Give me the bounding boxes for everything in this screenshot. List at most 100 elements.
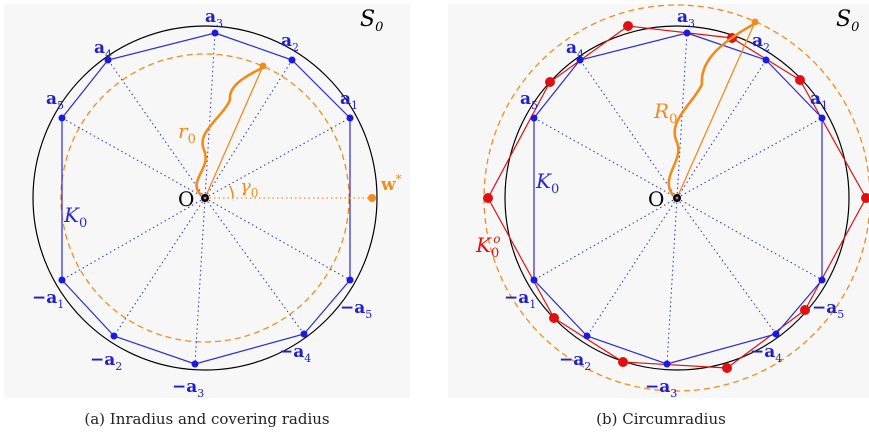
- vertex-dot: [818, 276, 826, 284]
- w-star-point: [368, 194, 376, 202]
- vertex-label: −a3: [645, 377, 677, 400]
- caption-panel-b: (b) Circumradius: [596, 410, 726, 428]
- vertex-dot: [663, 360, 671, 368]
- ray-line: [676, 197, 777, 335]
- circumscribed-circle-b: [483, 4, 869, 392]
- ray-line: [204, 117, 351, 199]
- vertex-dot: [288, 56, 296, 64]
- vertex-label: a4: [566, 38, 584, 61]
- vertex-dot: [772, 330, 780, 338]
- vertex-dot: [762, 56, 770, 64]
- ray-line: [194, 197, 206, 365]
- polar-vertex-dots: [483, 21, 869, 373]
- vertex-label: a1: [340, 89, 358, 112]
- vertex-dot: [104, 56, 112, 64]
- vertex-label: −a5: [812, 298, 844, 321]
- vertex-dot: [58, 276, 66, 284]
- polar-vertex-dot: [800, 305, 810, 315]
- polar-vertex-dot: [623, 21, 633, 31]
- vertex-label: −a4: [279, 342, 311, 365]
- ray-line: [533, 117, 678, 199]
- gamma-angle-arc: [229, 185, 234, 199]
- origin-label-a: O: [178, 187, 194, 211]
- circumradius-label-r0: R0: [653, 99, 677, 127]
- vertex-label: −a2: [90, 350, 122, 373]
- vertex-label: a5: [520, 89, 538, 112]
- vertex-dot: [191, 360, 199, 368]
- ray-line: [107, 59, 206, 199]
- vertex-label: −a3: [172, 377, 204, 400]
- vertex-label: a3: [677, 7, 695, 30]
- ray-line: [204, 59, 293, 199]
- vertex-label: −a1: [32, 288, 64, 311]
- vertex-dot: [530, 114, 538, 122]
- vertex-label: a2: [752, 31, 770, 54]
- vertex-label: a1: [810, 89, 828, 112]
- caption-panel-a: (a) Inradius and covering radius: [84, 410, 330, 428]
- vertex-label: a2: [281, 31, 299, 54]
- vertex-label: a4: [94, 38, 112, 61]
- ray-line: [676, 117, 823, 199]
- body-label-k0-a: K0: [63, 203, 87, 231]
- ray-line: [586, 197, 678, 337]
- set-label-s0-b: S0: [836, 7, 859, 35]
- vertex-dots-b: [530, 29, 826, 368]
- ray-line: [533, 197, 678, 281]
- ray-line: [676, 197, 823, 281]
- polar-vertex-dot: [795, 75, 805, 85]
- dotted-rays-b: [533, 32, 823, 365]
- vertex-labels-b: a3 a2 a1 a4 a5 −a1 −a5 −a2 −a4 −a3: [504, 7, 844, 400]
- ray-line: [61, 117, 206, 199]
- inradius-brace: [195, 66, 264, 196]
- body-label-k0-b: K0: [535, 169, 559, 197]
- ray-line: [676, 32, 688, 199]
- vertex-dot: [211, 29, 219, 37]
- panel-b-diagram: S0 O a3 a2 a1 a4 a5 −a1 −a5 −a2 −a4 −a3 K0 K0o R0: [475, 4, 869, 400]
- angle-label-gamma0: γ0: [240, 176, 258, 200]
- vertex-dots-a: [58, 29, 354, 368]
- ray-line: [666, 197, 678, 365]
- ray-line: [113, 197, 206, 337]
- vertex-label: −a1: [504, 288, 536, 311]
- polar-vertex-dot: [545, 77, 555, 87]
- vertex-dot: [576, 56, 584, 64]
- vertex-label: a5: [46, 89, 64, 112]
- ray-line: [204, 197, 351, 281]
- polar-vertex-dot: [722, 363, 732, 373]
- vertex-labels-a: a3 a2 a1 a4 a5 −a1 −a5 −a2 −a4 −a3: [32, 7, 372, 400]
- unit-circle-b: [504, 25, 850, 371]
- ray-line: [579, 59, 678, 199]
- panel-b-background: [448, 4, 869, 398]
- vertex-dot: [346, 276, 354, 284]
- dotted-rays-a: [61, 32, 351, 365]
- vertex-label: −a2: [559, 350, 591, 373]
- ray-line: [204, 32, 216, 199]
- circumradius-line: [676, 21, 756, 199]
- polar-label-k0o: K0o: [475, 232, 500, 261]
- vertex-dot: [530, 276, 538, 284]
- vertex-dot: [683, 29, 691, 37]
- polar-vertex-dot: [549, 313, 559, 323]
- polar-vertex-dot: [861, 193, 869, 203]
- inradius-line: [204, 65, 264, 199]
- polar-vertex-dot: [483, 193, 493, 203]
- ray-line: [61, 197, 206, 281]
- set-label-s0-a: S0: [360, 7, 383, 35]
- vertex-dot: [583, 332, 591, 340]
- vertex-label: a3: [205, 7, 223, 30]
- ray-line: [676, 59, 767, 199]
- vertex-dot: [58, 114, 66, 122]
- origin-label-b: O: [648, 187, 664, 211]
- circumradius-brace: [667, 22, 756, 196]
- unit-circle-a: [32, 25, 378, 371]
- point-label-w-star: w*: [380, 172, 402, 195]
- vertex-label: −a5: [340, 298, 372, 321]
- vertex-dot: [818, 114, 826, 122]
- vertex-label: −a4: [750, 342, 782, 365]
- polar-vertex-dot: [618, 357, 628, 367]
- vertex-dot: [110, 332, 118, 340]
- ray-line: [204, 197, 305, 335]
- inradius-label-r0: r0: [178, 119, 196, 147]
